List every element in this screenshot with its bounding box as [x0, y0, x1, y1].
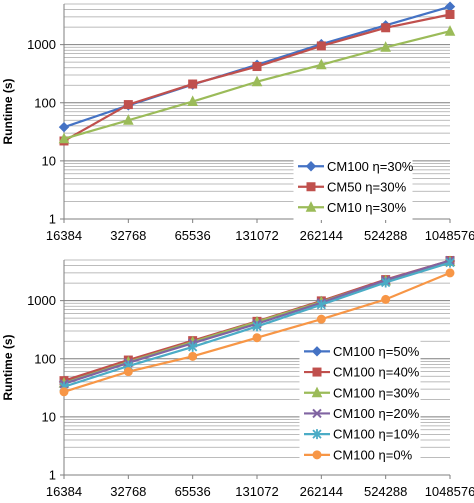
legend-swatch-marker	[305, 161, 317, 172]
legend-swatch-marker	[312, 408, 322, 419]
data-point	[445, 9, 455, 19]
series	[59, 257, 455, 392]
legend-label: CM100 η=0%	[333, 447, 413, 462]
legend-label: CM100 η=40%	[333, 365, 420, 380]
data-point	[188, 351, 198, 361]
legend-label: CM100 η=20%	[333, 406, 420, 421]
series	[58, 25, 456, 144]
data-point	[444, 25, 456, 36]
x-tick-label: 16384	[46, 484, 82, 499]
x-tick-label: 524288	[364, 228, 407, 243]
data-point	[123, 367, 133, 377]
legend-box	[299, 336, 421, 468]
data-point	[59, 387, 69, 397]
x-tick-label: 32768	[110, 484, 146, 499]
y-axis-label: Runtime (s)	[1, 334, 15, 400]
legend-swatch-marker	[312, 429, 322, 440]
y-axis-label: Runtime (s)	[1, 78, 15, 144]
legend-label: CM100 η=10%	[333, 427, 420, 442]
y-tick-label: 1000	[27, 293, 56, 308]
y-tick-label: 10	[42, 409, 56, 424]
data-point	[58, 121, 70, 133]
data-point	[445, 257, 455, 268]
y-tick-label: 10	[42, 153, 56, 168]
x-tick-label: 16384	[46, 228, 82, 243]
data-point	[251, 75, 263, 87]
legend-swatch-marker	[311, 346, 323, 357]
legend-swatch-marker	[305, 201, 317, 212]
y-tick-label: 100	[34, 351, 56, 366]
x-tick-label: 131072	[235, 228, 278, 243]
data-point	[252, 333, 262, 343]
legend: CM100 η=30% CM50 η=30% CM10 η=30%	[293, 151, 414, 220]
x-tick-label: 1048576	[425, 228, 474, 243]
data-point	[58, 132, 70, 144]
y-tick-label: 1000	[27, 37, 56, 52]
data-point	[316, 299, 326, 310]
x-tick-label: 32768	[110, 228, 146, 243]
legend-label: CM100 η=50%	[333, 344, 420, 359]
legend-swatch-marker	[312, 367, 322, 377]
data-point	[316, 41, 326, 51]
legend-label: CM10 η=30%	[327, 200, 407, 215]
x-tick-label: 1048576	[425, 484, 474, 499]
y-tick-label: 1	[49, 468, 56, 483]
data-point	[188, 79, 198, 89]
x-tick-label: 65536	[175, 228, 211, 243]
legend-label: CM100 η=30%	[333, 385, 420, 400]
data-point	[188, 341, 198, 352]
y-tick-label: 1	[49, 212, 56, 227]
data-point	[252, 321, 262, 332]
series	[59, 268, 455, 397]
x-tick-label: 524288	[364, 484, 407, 499]
x-tick-label: 131072	[235, 484, 278, 499]
data-point	[381, 277, 391, 288]
legend-label: CM100 η=30%	[327, 159, 414, 174]
data-point	[123, 114, 134, 125]
top-runtime-chart: 1 10 100 1000 16384 32768 65536 131072 262144 524…	[1, 1, 474, 243]
data-point	[445, 268, 455, 278]
data-point	[316, 58, 327, 70]
data-point	[252, 62, 262, 72]
x-tick-label: 65536	[175, 484, 211, 499]
y-tick-label: 100	[34, 95, 56, 110]
data-point	[381, 23, 391, 33]
bottom-runtime-chart: 1 10 100 1000 16384 32768 65536 131072 262144 524…	[1, 255, 474, 499]
x-tick-label: 262144	[300, 228, 343, 243]
legend-swatch-marker	[306, 182, 316, 192]
data-point	[316, 314, 326, 324]
legend-swatch-marker	[312, 450, 322, 460]
legend: CM100 η=50% CM100 η=40% CM100 η=30% CM100 η…	[299, 336, 421, 468]
data-point	[381, 294, 391, 304]
legend-label: CM50 η=30%	[327, 179, 407, 194]
legend-swatch-marker	[311, 386, 323, 398]
data-point	[187, 95, 198, 107]
x-tick-label: 262144	[300, 484, 343, 499]
data-point	[123, 100, 133, 110]
data-point	[380, 41, 391, 52]
